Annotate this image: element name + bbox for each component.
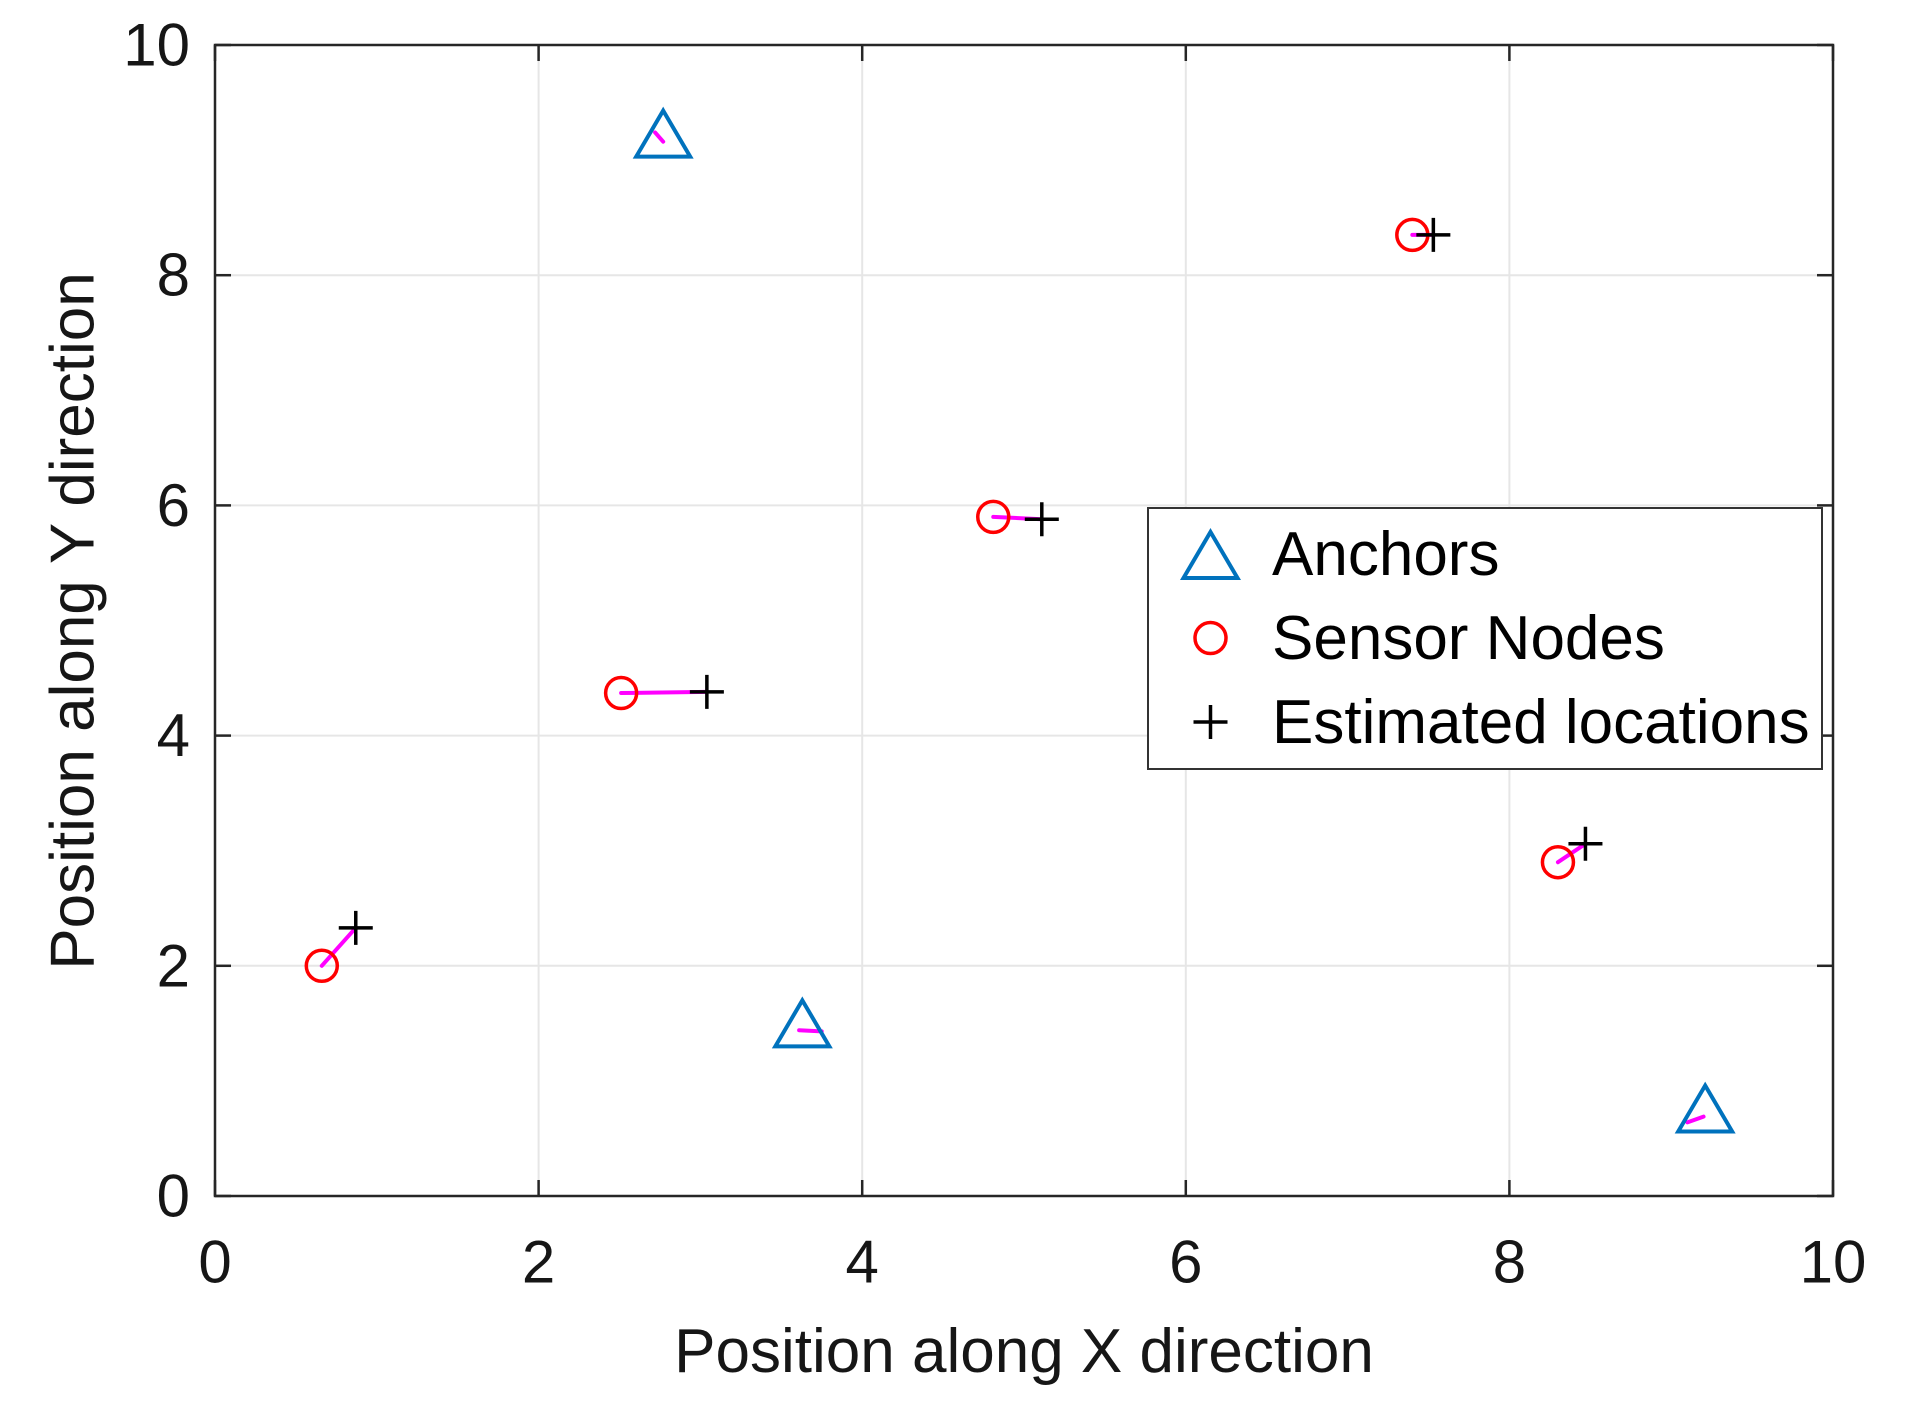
anchor-marker <box>632 106 694 159</box>
x-tick-label: 2 <box>522 1229 555 1296</box>
x-tick-label: 10 <box>1800 1229 1867 1296</box>
estimate-marker <box>689 674 724 709</box>
x-tick-label: 6 <box>1169 1229 1202 1296</box>
axes-box <box>213 43 1835 1198</box>
legend-item-estimated-locations: Estimated locations <box>1149 682 1821 762</box>
x-tick-label: 0 <box>198 1229 231 1296</box>
error-line <box>797 1028 824 1034</box>
y-tick-label: 0 <box>157 1163 190 1230</box>
anchor-marker <box>771 996 833 1049</box>
sensor-circle-icon <box>1193 621 1228 656</box>
y-tick-label: 6 <box>157 472 190 539</box>
sensor-marker <box>1540 844 1576 880</box>
sensor-marker <box>603 675 639 711</box>
estimate-marker <box>1416 217 1451 252</box>
y-axis-label: Position along Y direction <box>38 272 108 970</box>
anchor-triangle-icon <box>1180 527 1241 580</box>
legend-label-anchors: Anchors <box>1272 520 1500 590</box>
y-tick-label: 2 <box>157 932 190 999</box>
x-tick-label: 8 <box>1493 1229 1526 1296</box>
sensor-marker <box>304 948 340 984</box>
x-tick-label: 4 <box>846 1229 879 1296</box>
anchor-marker <box>1674 1081 1736 1134</box>
estimate-plus-icon <box>1193 705 1228 740</box>
y-tick-label: 4 <box>157 702 190 769</box>
error-line <box>653 130 666 144</box>
sensor-marker <box>976 499 1011 535</box>
legend-label-sensor-nodes: Sensor Nodes <box>1272 603 1665 673</box>
estimate-marker <box>1024 502 1059 537</box>
y-tick-label: 10 <box>123 12 190 79</box>
estimate-marker <box>338 910 373 945</box>
legend: Anchors Sensor Nodes Estimated locations <box>1147 507 1823 770</box>
legend-item-sensor-nodes: Sensor Nodes <box>1149 598 1821 678</box>
y-tick-label: 8 <box>157 242 190 309</box>
error-line <box>319 925 358 968</box>
x-axis-label: Position along X direction <box>674 1317 1374 1386</box>
error-line <box>1685 1114 1706 1125</box>
estimate-marker <box>1568 826 1603 861</box>
legend-item-anchors: Anchors <box>1149 515 1821 595</box>
legend-label-estimated-locations: Estimated locations <box>1272 687 1810 757</box>
